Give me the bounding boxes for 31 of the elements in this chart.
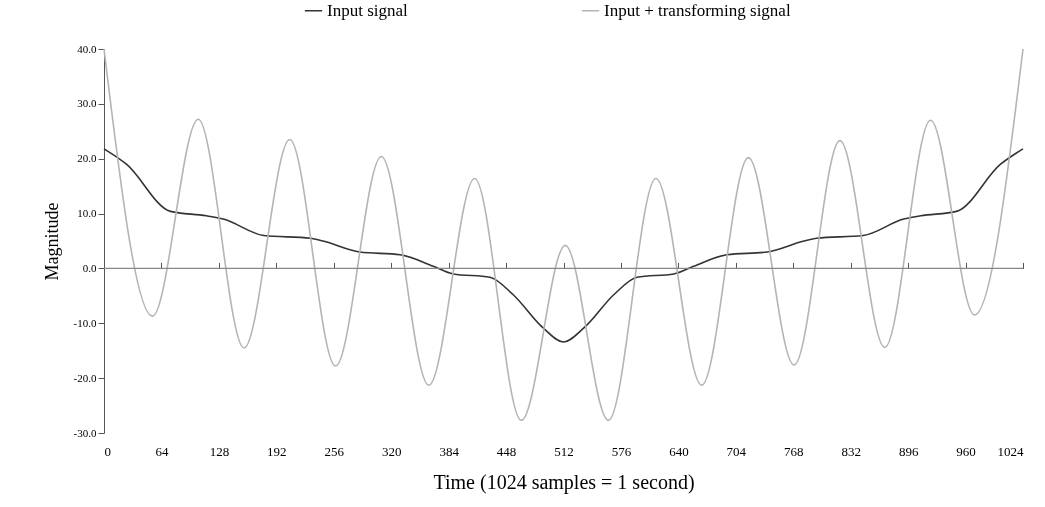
- y-tick-label: -20.0: [73, 371, 97, 384]
- x-tick-label: 384: [439, 443, 460, 459]
- x-tick-label: 192: [267, 443, 287, 459]
- x-tick-label: 64: [155, 443, 169, 459]
- legend-label: Input signal: [327, 0, 409, 20]
- x-tick-label: 256: [324, 443, 345, 459]
- x-axis-title: Time (1024 samples = 1 second): [433, 470, 695, 494]
- y-axis-title: Magnitude: [41, 202, 62, 281]
- y-tick-label: 40.0: [77, 42, 97, 55]
- x-tick-label: 128: [209, 443, 230, 459]
- x-tick-label: 896: [898, 443, 919, 459]
- x-tick-label: 768: [784, 443, 804, 459]
- x-tick-label: 512: [554, 443, 574, 459]
- x-tick-label: 640: [669, 443, 689, 459]
- x-tick-label: 576: [611, 443, 632, 459]
- y-tick-label: -30.0: [73, 426, 97, 439]
- y-tick-label: 20.0: [77, 152, 97, 165]
- x-tick-label: 0: [104, 443, 111, 459]
- x-tick-label: 1024: [997, 443, 1024, 459]
- x-tick-label: 320: [381, 443, 402, 459]
- legend-label: Input + transforming signal: [604, 0, 791, 20]
- line-series: [103, 48, 1024, 422]
- line-series: [103, 148, 1024, 343]
- x-tick-label: 832: [841, 443, 861, 459]
- y-tick-label: 10.0: [77, 207, 97, 220]
- x-tick-label: 704: [726, 443, 747, 459]
- y-tick-label: 0.0: [82, 261, 97, 274]
- y-tick-label: -10.0: [73, 316, 97, 329]
- x-tick-label: 448: [496, 443, 517, 459]
- x-tick-label: 960: [956, 443, 976, 459]
- y-tick-label: 30.0: [77, 97, 97, 110]
